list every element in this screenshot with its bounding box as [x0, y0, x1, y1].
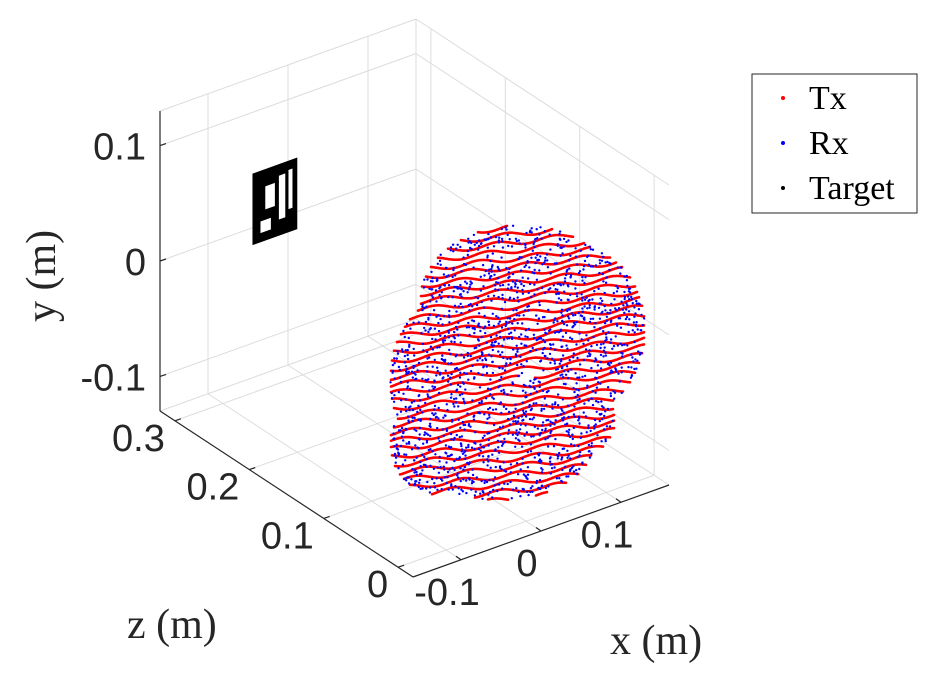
tx-point: [571, 235, 575, 239]
tx-point: [642, 343, 646, 346]
tx-point: [633, 371, 637, 375]
x-tick-mark: [535, 527, 542, 532]
tx-point: [637, 361, 641, 365]
z-axis-line: [159, 410, 414, 578]
grid-edge: [415, 18, 670, 186]
y-tick-mark: [159, 143, 167, 147]
point-cloud: [389, 224, 646, 502]
grid-line: [415, 53, 670, 221]
grid-edge: [159, 18, 417, 112]
axes: [159, 111, 670, 578]
tx-point: [633, 285, 637, 288]
grid-edge: [159, 318, 417, 412]
tx-point: [637, 295, 641, 299]
grid-line: [249, 377, 506, 471]
z-tick-mark: [249, 467, 256, 471]
x-tick-mark: [455, 555, 462, 561]
grid-line: [159, 53, 417, 147]
grid-line: [207, 393, 462, 561]
y-tick-mark: [159, 258, 167, 262]
tx-point: [642, 330, 646, 334]
tx-point: [608, 256, 612, 259]
tx-point: [550, 227, 554, 231]
grid-edge: [415, 318, 670, 486]
z-tick-mark: [323, 515, 330, 519]
grid-line: [174, 328, 432, 422]
tx-point: [614, 261, 618, 264]
tx-point: [582, 241, 586, 245]
y-tick-mark: [159, 373, 167, 377]
z-tick-mark: [174, 418, 182, 422]
grid-line: [159, 283, 417, 377]
tx-point: [642, 336, 646, 340]
grid-line: [397, 474, 655, 568]
tx-point: [628, 381, 632, 384]
tx-point: [635, 290, 639, 294]
tx-point: [640, 304, 644, 308]
tx-point: [628, 276, 632, 279]
z-tick-mark: [397, 564, 405, 568]
x-tick-mark: [615, 498, 622, 503]
